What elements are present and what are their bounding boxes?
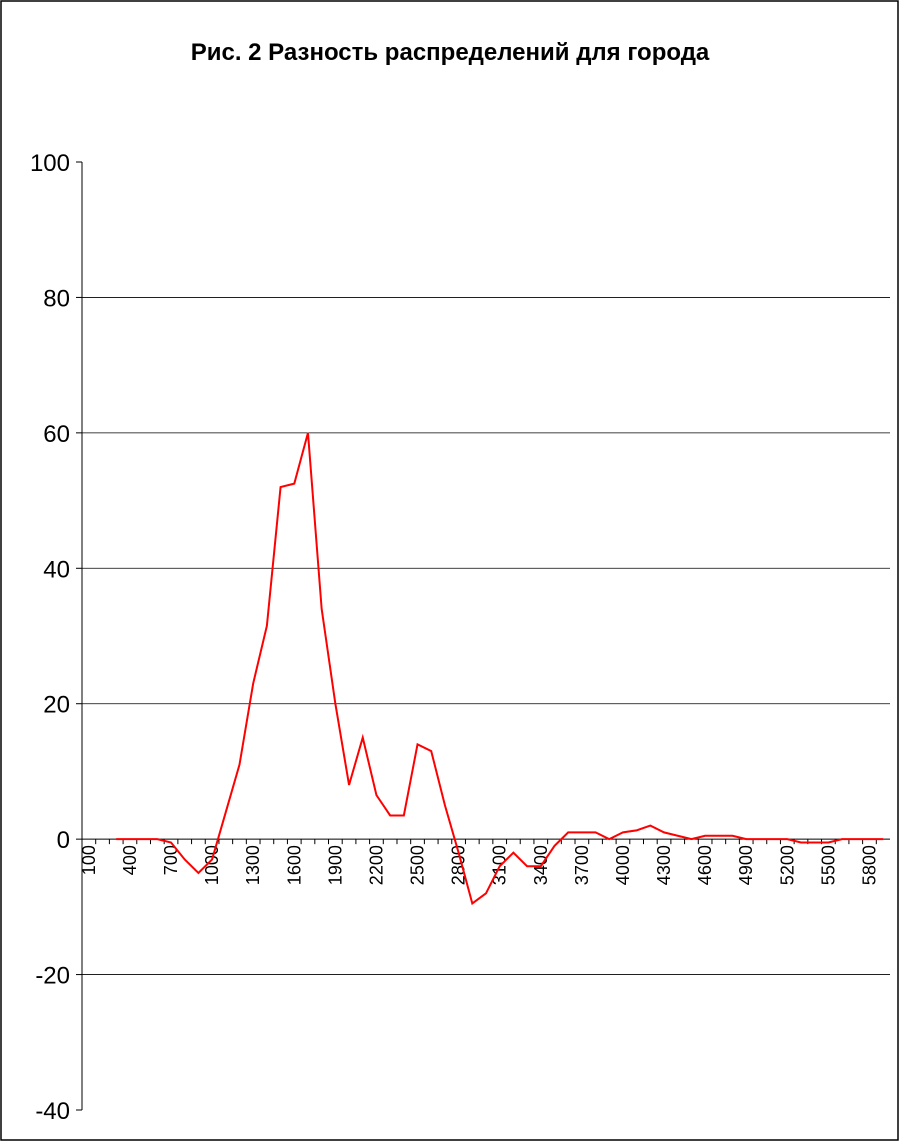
x-tick-label: 1600	[284, 845, 304, 885]
x-tick-label: 2500	[408, 845, 428, 885]
x-tick-label: 4600	[695, 845, 715, 885]
x-tick-label: 1300	[243, 845, 263, 885]
data-line	[116, 432, 884, 906]
x-tick-label: 5800	[859, 845, 879, 885]
y-tick-label: 20	[43, 692, 70, 719]
x-tick-label: 400	[120, 845, 140, 875]
x-tick-label: 5200	[777, 845, 797, 885]
x-tick-label: 100	[79, 845, 99, 875]
y-tick-label: -20	[35, 963, 70, 990]
x-tick-label: 4900	[736, 845, 756, 885]
y-tick-label: 60	[43, 421, 70, 448]
y-tick-label: 0	[57, 827, 70, 854]
y-tick-label: 80	[43, 285, 70, 312]
y-tick-label: 100	[30, 150, 70, 177]
y-tick-label: -40	[35, 1098, 70, 1125]
x-tick-label: 1900	[325, 845, 345, 885]
x-tick-label: 2800	[449, 845, 469, 885]
x-tick-label: 5500	[818, 845, 838, 885]
y-tick-label: 40	[43, 556, 70, 583]
x-tick-label: 2200	[366, 845, 386, 885]
x-tick-label: 1000	[202, 845, 222, 885]
x-tick-label: 4000	[613, 845, 633, 885]
x-tick-label: 4300	[654, 845, 674, 885]
x-tick-label: 700	[161, 845, 181, 875]
x-tick-label: 3700	[572, 845, 592, 885]
chart-title: Рис. 2 Разность распределений для города	[191, 39, 710, 66]
